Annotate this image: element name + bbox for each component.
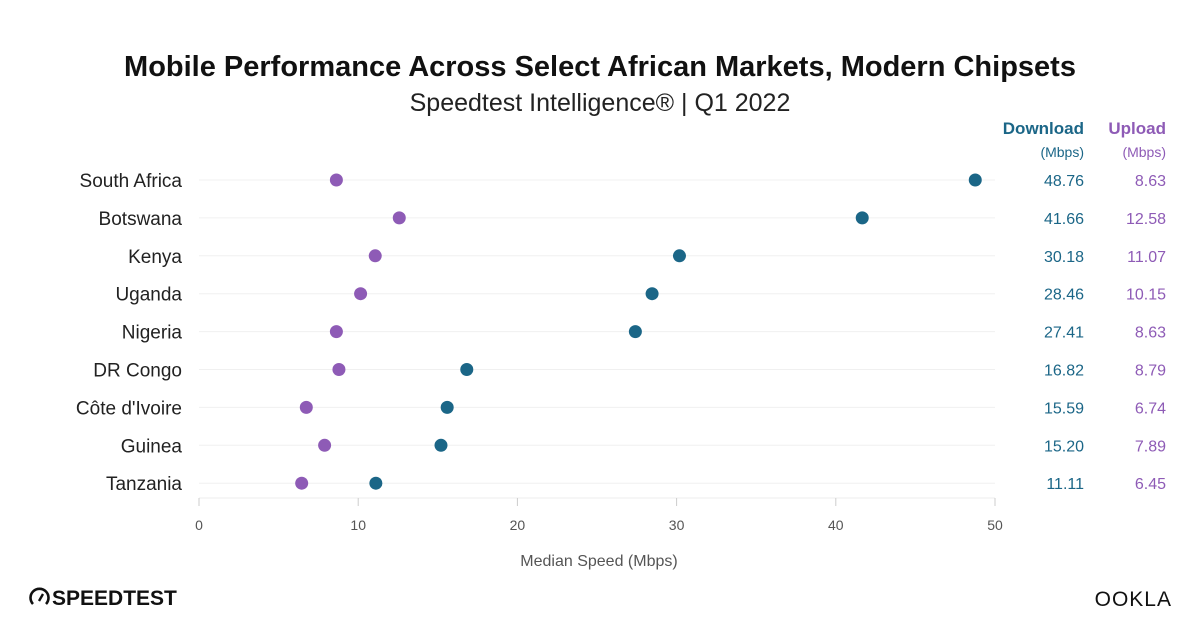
- category-label: Kenya: [128, 247, 182, 268]
- upload-dot: [329, 173, 343, 187]
- upload-value-label: 10.15: [1126, 287, 1166, 304]
- legend-unit: (Mbps): [1040, 144, 1084, 160]
- upload-value-label: 6.74: [1135, 400, 1166, 417]
- x-axis-label: Median Speed (Mbps): [520, 553, 677, 570]
- legend-upload: Upload: [1108, 119, 1166, 138]
- legend-unit: (Mbps): [1122, 144, 1166, 160]
- download-value-label: 30.18: [1044, 249, 1084, 266]
- download-dot: [460, 363, 474, 376]
- download-value-label: 15.59: [1044, 400, 1084, 417]
- upload-dot: [368, 249, 382, 263]
- gauge-icon: [29, 587, 50, 605]
- upload-value-label: 11.07: [1127, 249, 1166, 266]
- category-label: Côte d'Ivoire: [76, 398, 182, 419]
- x-tick-label: 0: [195, 517, 203, 533]
- download-value-label: 16.82: [1044, 363, 1084, 380]
- download-dot: [628, 325, 642, 339]
- category-label: Nigeria: [122, 323, 183, 344]
- category-label: South Africa: [80, 171, 183, 192]
- category-label: Botswana: [99, 209, 183, 230]
- upload-dot: [295, 476, 309, 490]
- upload-value-label: 8.63: [1135, 325, 1166, 342]
- chart-subtitle: Speedtest Intelligence® | Q1 2022: [410, 89, 791, 117]
- upload-value-label: 6.45: [1135, 476, 1166, 493]
- category-label: Tanzania: [106, 474, 182, 495]
- download-dot: [672, 249, 686, 263]
- download-dot: [855, 211, 869, 225]
- x-tick-label: 40: [828, 517, 844, 533]
- upload-dot: [392, 211, 406, 225]
- upload-value-label: 7.89: [1135, 438, 1166, 455]
- upload-value-label: 8.63: [1135, 173, 1166, 190]
- category-label: DR Congo: [93, 361, 182, 382]
- upload-value-label: 8.79: [1135, 363, 1166, 380]
- download-value-label: 27.41: [1044, 325, 1084, 342]
- download-dot: [434, 438, 448, 452]
- x-tick-label: 20: [510, 517, 526, 533]
- upload-dot: [332, 363, 346, 376]
- x-tick-label: 10: [350, 517, 366, 533]
- upload-dot: [354, 287, 368, 301]
- x-tick-label: 30: [669, 517, 685, 533]
- speedtest-logo: SPEEDTEST: [29, 587, 177, 610]
- chart-title: Mobile Performance Across Select African…: [124, 51, 1076, 83]
- svg-text:SPEEDTEST: SPEEDTEST: [52, 587, 177, 610]
- download-value-label: 48.76: [1044, 173, 1084, 190]
- category-label: Uganda: [115, 285, 182, 306]
- legend-download: Download: [1003, 119, 1084, 138]
- ookla-logo: OOKLA: [1095, 588, 1172, 611]
- download-value-label: 41.66: [1044, 211, 1084, 228]
- download-value-label: 28.46: [1044, 287, 1084, 304]
- download-dot: [645, 287, 659, 301]
- upload-dot: [318, 438, 332, 452]
- upload-value-label: 12.58: [1126, 211, 1166, 228]
- download-dot: [440, 400, 454, 414]
- x-tick-label: 50: [987, 517, 1003, 533]
- download-value-label: 11.11: [1046, 476, 1084, 493]
- upload-dot: [329, 325, 343, 339]
- upload-dot: [299, 400, 313, 414]
- download-dot: [968, 173, 982, 187]
- category-label: Guinea: [121, 436, 183, 457]
- download-dot: [369, 476, 383, 490]
- download-value-label: 15.20: [1044, 438, 1084, 455]
